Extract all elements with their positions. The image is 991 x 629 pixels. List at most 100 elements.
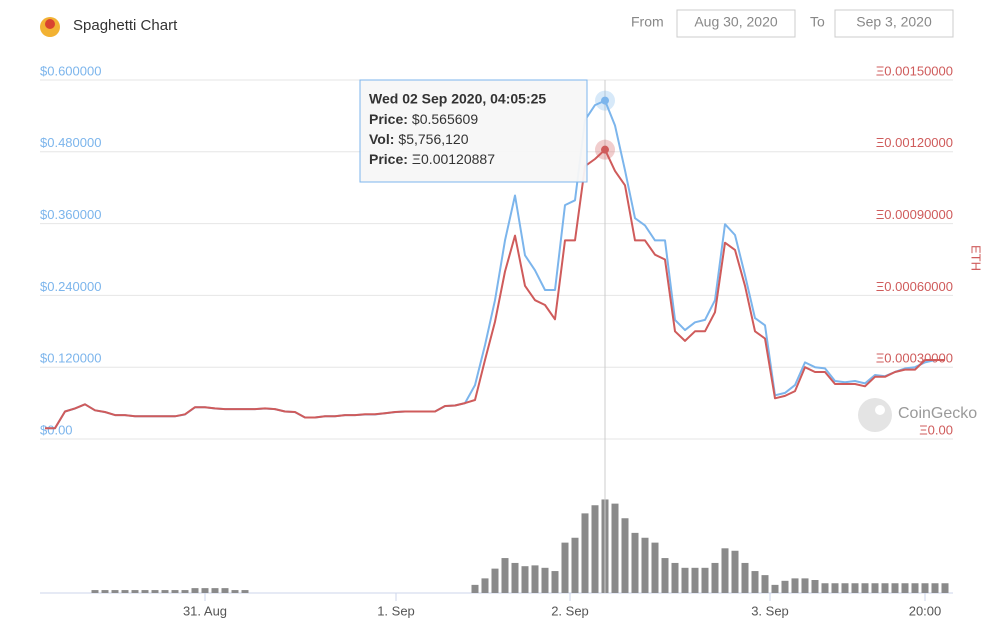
volume-bar <box>921 583 929 593</box>
tooltip-row: Price: Ξ0.00120887 <box>369 151 495 167</box>
y-tick-label: $0.360000 <box>40 207 101 222</box>
tooltip: Wed 02 Sep 2020, 04:05:25 Price: $0.56560… <box>359 79 588 183</box>
tooltip-date: Wed 02 Sep 2020, 04:05:25 <box>369 91 546 107</box>
volume-bar <box>101 590 109 593</box>
volume-bar <box>671 562 679 593</box>
tooltip-value: $0.565609 <box>412 111 478 127</box>
y2-tick-label: Ξ0.00030000 <box>876 351 953 366</box>
volume-bar <box>841 583 849 593</box>
watermark-text: CoinGecko <box>898 405 977 422</box>
tooltip-value: Ξ0.00120887 <box>412 151 495 167</box>
x-tick-label: 2. Sep <box>551 603 589 618</box>
volume-bar <box>901 583 909 593</box>
volume-bar <box>721 548 729 593</box>
volume-bar <box>861 583 869 593</box>
logo-sauce <box>45 19 55 29</box>
volume-bar <box>821 583 829 593</box>
volume-bar <box>881 583 889 593</box>
x-tick-label: 1. Sep <box>377 603 415 618</box>
y2-tick-label: Ξ0.00 <box>919 422 953 437</box>
volume-bar <box>811 580 819 593</box>
volume-bar <box>241 590 249 593</box>
from-date[interactable]: Aug 30, 2020 <box>694 14 778 30</box>
y2-tick-label: Ξ0.00060000 <box>876 279 953 294</box>
tooltip-value: $5,756,120 <box>398 131 468 147</box>
volume-bar <box>471 584 479 593</box>
y-tick-label: $0.240000 <box>40 279 101 294</box>
volume-bar <box>181 590 189 593</box>
volume-bar <box>201 588 209 593</box>
volume-bar <box>931 583 939 593</box>
volume-bar <box>641 537 649 593</box>
from-input[interactable] <box>676 9 796 38</box>
volume-bar <box>871 583 879 593</box>
y-tick-label: $0.120000 <box>40 351 101 366</box>
hover-point <box>601 145 609 154</box>
hover-point <box>601 96 609 105</box>
y2-tick-label: Ξ0.00150000 <box>876 63 953 78</box>
volume-bar <box>171 590 179 593</box>
tooltip-row: Price: $0.565609 <box>369 111 478 127</box>
marks <box>45 80 949 593</box>
volume-bar <box>491 568 499 593</box>
tooltip-label: Vol: <box>369 131 394 147</box>
volume-bar <box>541 567 549 593</box>
volume-bar <box>581 513 589 593</box>
volume-bar <box>161 590 169 593</box>
to-input[interactable] <box>834 9 954 38</box>
volume-bar <box>791 578 799 593</box>
volume-bar <box>681 567 689 593</box>
volume-bar <box>701 567 709 593</box>
y-tick-label: $0.480000 <box>40 135 101 150</box>
header: Spaghetti Chart From Aug 30, 2020 To Sep… <box>40 9 954 38</box>
volume-bar <box>531 565 539 593</box>
volume-bar <box>891 583 899 593</box>
volume-bar <box>521 566 529 593</box>
to-label: To <box>810 14 825 30</box>
volume-bar <box>761 575 769 593</box>
tooltip-row: Vol: $5,756,120 <box>369 131 469 147</box>
volume-bar <box>831 583 839 593</box>
volume-bar <box>151 590 159 593</box>
price-line <box>45 148 945 430</box>
volume-bar <box>741 562 749 593</box>
volume-bar <box>221 588 229 593</box>
volume-bar <box>731 550 739 593</box>
volume-bar <box>231 590 239 593</box>
y-tick-label: $0.600000 <box>40 63 101 78</box>
title: Spaghetti Chart <box>73 17 178 34</box>
y2-tick-label: Ξ0.00090000 <box>876 207 953 222</box>
volume-bar <box>561 542 569 593</box>
volume-bar <box>851 583 859 593</box>
volume-bar <box>781 580 789 593</box>
volume-bar <box>131 590 139 593</box>
volume-bar <box>571 537 579 593</box>
volume-bar <box>631 532 639 593</box>
watermark-icon <box>858 398 892 432</box>
volume-bar <box>941 583 949 593</box>
y2-axis-title: ETH <box>969 245 984 271</box>
volume-bar <box>501 558 509 593</box>
volume-bar <box>481 578 489 593</box>
volume-bar <box>591 505 599 593</box>
volume-bar <box>111 590 119 593</box>
watermark-eye <box>875 405 885 415</box>
from-label: From <box>631 14 664 30</box>
volume-bar <box>611 503 619 593</box>
x-tick-label: 31. Aug <box>183 603 227 618</box>
tooltip-label: Price: <box>369 151 408 167</box>
y-tick-label: $0.00 <box>40 422 73 437</box>
volume-bar <box>651 542 659 593</box>
volume-bar <box>751 571 759 593</box>
to-date[interactable]: Sep 3, 2020 <box>856 14 932 30</box>
volume-bar <box>91 590 99 593</box>
volume-bar <box>911 583 919 593</box>
x-tick-label: 3. Sep <box>751 603 789 618</box>
volume-bar <box>551 571 559 593</box>
grid: $0.00 $0.120000 $0.240000 $0.360000 $0.48000… <box>40 63 953 618</box>
volume-bar <box>511 562 519 593</box>
watermark: CoinGecko <box>858 398 977 432</box>
volume-bar <box>121 590 129 593</box>
x-tick-label: 20:00 <box>909 603 942 618</box>
